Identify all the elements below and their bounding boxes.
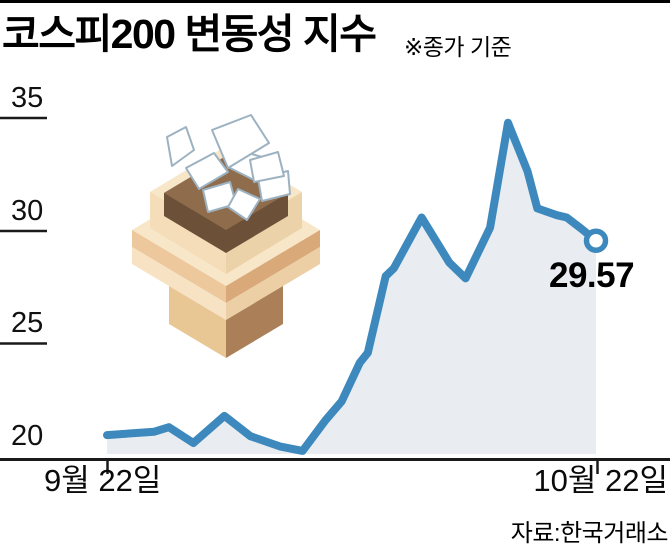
x-axis [0, 458, 670, 474]
papers-falling [166, 114, 285, 183]
y-tick-label-20: 20 [11, 420, 44, 452]
chart-note: ※종가 기준 [404, 34, 512, 60]
chart-title: 코스피200 변동성 지수 [2, 11, 377, 57]
y-tick-label-30: 30 [11, 195, 44, 227]
last-point-marker [583, 228, 609, 253]
box-band2-right [226, 247, 320, 320]
paper-icon [211, 114, 270, 169]
box-band1-right [226, 230, 320, 303]
y-axis-ticks [0, 116, 47, 345]
volatility-line [103, 118, 600, 455]
box-base-left [169, 286, 226, 358]
y-tick-label-35: 35 [11, 82, 44, 114]
box-band1-left [132, 230, 226, 303]
paper-icon [249, 151, 285, 183]
x-label-end: 10월 22일 [533, 463, 668, 498]
paper-icon [227, 188, 261, 221]
paper-icon [185, 152, 229, 190]
box-base-right [226, 286, 283, 358]
y-tick-label-25: 25 [11, 307, 44, 339]
last-value-label: 29.57 [549, 256, 635, 295]
paper-icon [166, 126, 195, 167]
ballot-box-illustration [132, 114, 320, 358]
top-rule [0, 0, 670, 3]
x-label-start: 9월 22일 [44, 463, 162, 498]
area-fill [107, 122, 596, 455]
box-band2-left [132, 247, 226, 320]
source-credit: 자료:한국거래소 [510, 520, 669, 547]
